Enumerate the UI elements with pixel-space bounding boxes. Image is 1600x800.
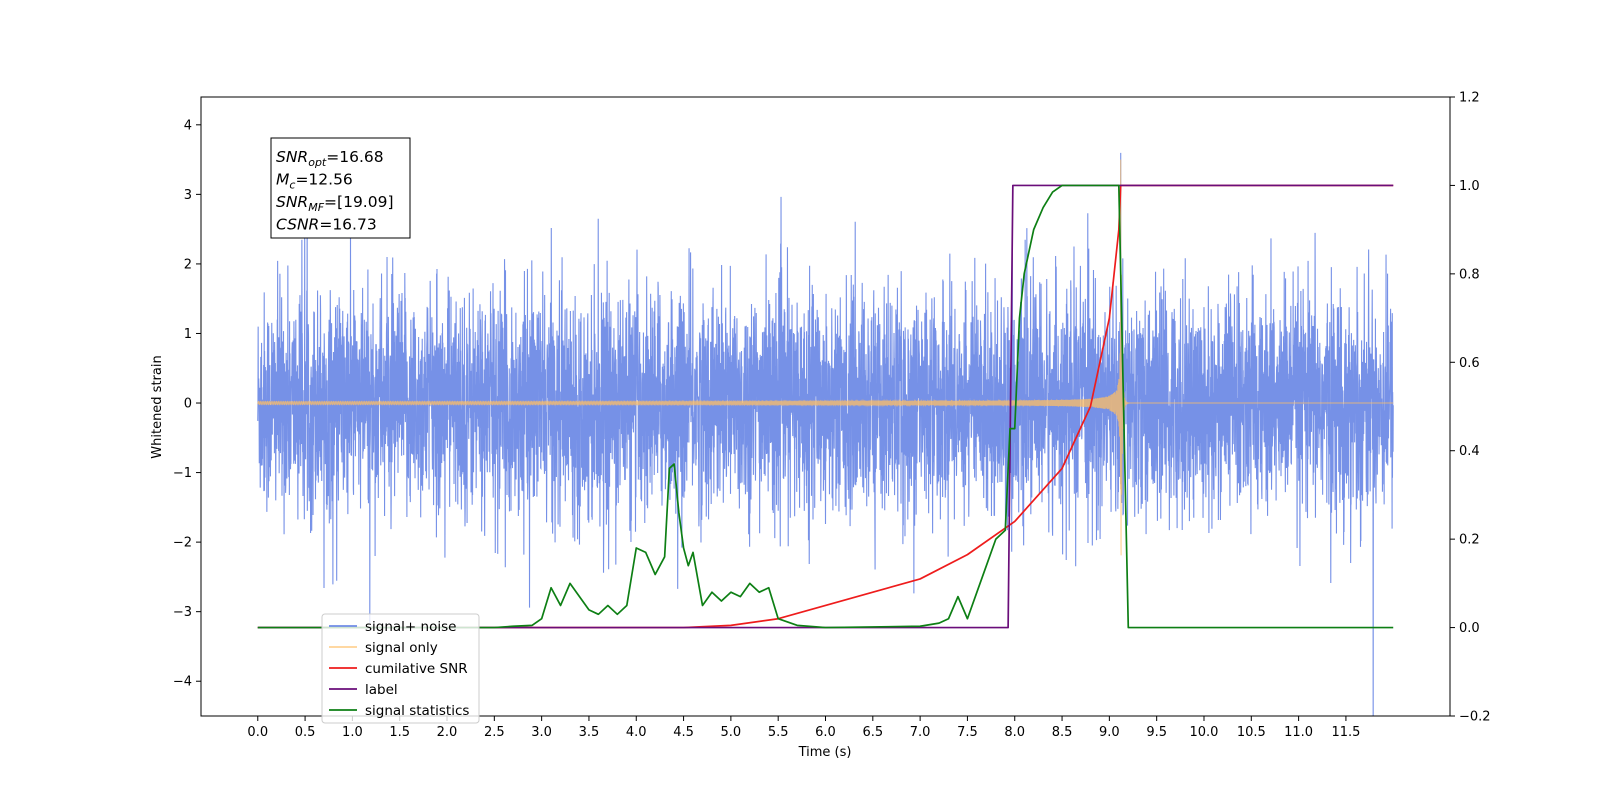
y2-tick-label: 1.2	[1459, 91, 1480, 106]
series-layer	[257, 152, 1394, 716]
x-tick-label: 2.5	[484, 725, 505, 740]
y2-tick-label: 0.2	[1459, 533, 1480, 548]
x-tick-label: 5.0	[721, 725, 742, 740]
y-axis-left: 4 3 2 1 0 −1 −2 −3 −4	[173, 118, 201, 690]
x-tick-label: 3.0	[531, 725, 552, 740]
x-tick-label: 6.5	[862, 725, 883, 740]
x-tick-label: 8.5	[1052, 725, 1073, 740]
y-tick-label: 4	[184, 118, 192, 133]
legend: signal+ noise signal only cumilative SNR la…	[321, 613, 480, 724]
x-tick-label: 6.0	[815, 725, 836, 740]
x-tick-label: 0.5	[295, 725, 316, 740]
y-tick-label: −4	[173, 675, 192, 690]
y2-tick-label: 0.4	[1459, 444, 1480, 459]
x-tick-label: 8.0	[1004, 725, 1025, 740]
annotation-line: SNRMF=[19.09]	[276, 193, 394, 214]
legend-frame	[321, 613, 480, 724]
series-signal-only	[257, 159, 1394, 556]
x-axis: 0.0 0.5 1.0 1.5 2.0 2.5 3.0 3.5 4.0 4.5 5.0 5.5 6.0 6…	[247, 716, 1360, 740]
x-tick-label: 1.0	[342, 725, 363, 740]
legend-label: signal statistics	[365, 703, 469, 719]
y2-tick-label: 0.0	[1459, 621, 1480, 636]
x-tick-label: 10.5	[1237, 725, 1266, 740]
x-tick-label: 11.5	[1331, 725, 1360, 740]
x-tick-label: 10.0	[1190, 725, 1219, 740]
y2-tick-label: 0.8	[1459, 267, 1480, 282]
x-tick-label: 3.5	[579, 725, 600, 740]
y-tick-label: 1	[184, 327, 192, 342]
y-axis-label: Whitened strain	[150, 355, 165, 458]
x-tick-label: 1.5	[389, 725, 410, 740]
legend-label: cumilative SNR	[365, 661, 468, 677]
x-tick-label: 9.5	[1146, 725, 1167, 740]
legend-label: label	[365, 682, 398, 698]
annotation-frame	[270, 137, 411, 239]
x-tick-label: 11.0	[1284, 725, 1313, 740]
annotation-line: SNRopt=16.68	[276, 148, 384, 169]
legend-label: signal+ noise	[365, 619, 456, 635]
series-signal-noise	[257, 152, 1394, 716]
x-tick-label: 5.5	[768, 725, 789, 740]
y-tick-label: 0	[184, 397, 192, 412]
y-tick-label: −2	[173, 536, 192, 551]
y2-tick-label: 1.0	[1459, 179, 1480, 194]
y2-tick-label: −0.2	[1459, 710, 1491, 725]
legend-label: signal only	[365, 640, 438, 656]
y-tick-label: 2	[184, 257, 192, 272]
x-tick-label: 2.0	[437, 725, 458, 740]
x-tick-label: 4.5	[673, 725, 694, 740]
x-tick-label: 7.5	[957, 725, 978, 740]
series-cumilative-snr	[257, 184, 1394, 629]
x-tick-label: 9.0	[1099, 725, 1120, 740]
y-axis-right: 1.2 1.0 0.8 0.6 0.4 0.2 0.0 −0.2	[1450, 91, 1491, 725]
annotation-line: Mc=12.56	[276, 171, 353, 192]
x-tick-label: 4.0	[626, 725, 647, 740]
x-axis-label: Time (s)	[798, 745, 852, 760]
y2-tick-label: 0.6	[1459, 356, 1480, 371]
annotation-line: CSNR=16.73	[276, 216, 377, 234]
series-signal-statistics	[257, 184, 1394, 629]
y-tick-label: −3	[173, 605, 192, 620]
y-tick-label: −1	[173, 466, 192, 481]
x-tick-label: 0.0	[247, 725, 268, 740]
x-tick-label: 7.0	[910, 725, 931, 740]
y-tick-label: 3	[184, 188, 192, 203]
